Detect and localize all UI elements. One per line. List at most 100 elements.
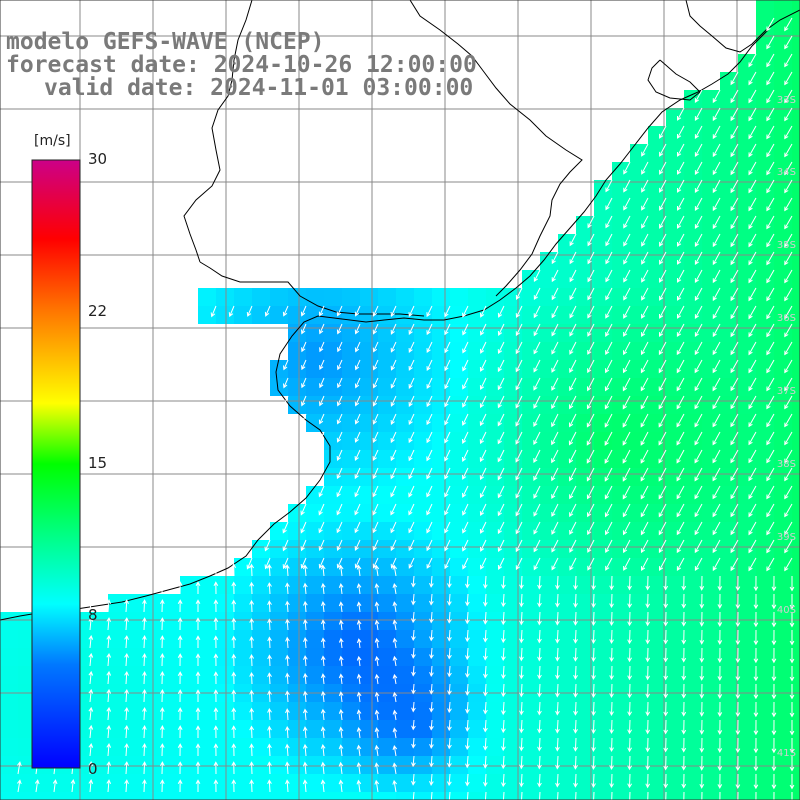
speed-cell bbox=[738, 774, 756, 792]
colorbar-tick: 22 bbox=[88, 302, 108, 320]
speed-cell bbox=[756, 414, 774, 432]
wind-arrow bbox=[88, 761, 94, 775]
speed-cell bbox=[738, 522, 756, 540]
speed-cell bbox=[414, 522, 432, 540]
wind-arrow bbox=[213, 671, 219, 685]
speed-cell bbox=[702, 252, 720, 270]
wind-arrow bbox=[784, 413, 793, 428]
speed-cell bbox=[198, 738, 216, 756]
wind-arrow bbox=[213, 599, 219, 613]
wind-arrow bbox=[177, 779, 183, 793]
speed-cell bbox=[342, 288, 360, 306]
wind-arrow bbox=[623, 233, 631, 247]
wind-arrow bbox=[766, 215, 775, 230]
speed-cell bbox=[486, 450, 504, 468]
speed-cell bbox=[324, 630, 342, 648]
speed-cell bbox=[252, 738, 270, 756]
wind-arrow bbox=[622, 413, 631, 428]
speed-cell bbox=[306, 720, 324, 738]
speed-cell bbox=[270, 612, 288, 630]
wind-arrow bbox=[390, 503, 397, 516]
wind-arrow bbox=[497, 377, 505, 391]
wind-arrow bbox=[681, 701, 687, 717]
speed-cell bbox=[342, 432, 360, 450]
speed-cell bbox=[288, 558, 306, 576]
speed-cell bbox=[324, 306, 342, 324]
wind-arrow bbox=[587, 557, 595, 571]
speed-cell bbox=[720, 666, 738, 684]
speed-cell bbox=[396, 702, 414, 720]
speed-cell bbox=[720, 630, 738, 648]
wind-arrow bbox=[587, 287, 595, 301]
speed-cell bbox=[378, 378, 396, 396]
wind-arrow bbox=[663, 683, 669, 699]
speed-cell bbox=[756, 450, 774, 468]
wind-arrow bbox=[249, 743, 254, 757]
speed-cell bbox=[702, 108, 720, 126]
wind-arrow bbox=[694, 269, 703, 284]
wind-arrow bbox=[771, 755, 777, 772]
wind-arrow bbox=[338, 744, 344, 757]
speed-cell bbox=[306, 378, 324, 396]
speed-cell bbox=[306, 630, 324, 648]
speed-cell bbox=[702, 594, 720, 612]
speed-cell bbox=[612, 540, 630, 558]
speed-cell bbox=[648, 792, 666, 800]
speed-cell bbox=[234, 612, 252, 630]
speed-cell bbox=[594, 702, 612, 720]
lat-label: 40S bbox=[776, 605, 796, 616]
wind-arrow bbox=[319, 359, 325, 371]
speed-cell bbox=[72, 774, 90, 792]
speed-cell bbox=[252, 630, 270, 648]
wind-arrow bbox=[605, 359, 613, 374]
speed-cell bbox=[432, 792, 450, 800]
wind-arrow bbox=[659, 125, 667, 139]
wind-arrow bbox=[444, 557, 451, 570]
speed-cell bbox=[306, 540, 324, 558]
speed-cell bbox=[612, 576, 630, 594]
speed-cell bbox=[270, 576, 288, 594]
wind-arrow bbox=[501, 683, 506, 698]
wind-arrow bbox=[663, 665, 669, 681]
wind-arrow bbox=[766, 449, 775, 464]
wind-arrow bbox=[444, 431, 451, 444]
wind-arrow bbox=[658, 467, 667, 482]
speed-cell bbox=[576, 432, 594, 450]
speed-cell bbox=[792, 306, 800, 324]
wind-arrow bbox=[676, 539, 685, 554]
wind-arrow bbox=[551, 521, 559, 535]
wind-arrow bbox=[390, 521, 397, 534]
wind-arrow bbox=[106, 634, 112, 649]
wind-arrow bbox=[730, 179, 739, 194]
speed-cell bbox=[630, 198, 648, 216]
wind-arrow bbox=[569, 287, 577, 301]
wind-arrow bbox=[753, 665, 759, 682]
wind-arrow bbox=[142, 635, 147, 649]
wind-arrow bbox=[303, 637, 308, 649]
wind-arrow bbox=[659, 287, 667, 301]
speed-cell bbox=[648, 378, 666, 396]
wind-arrow bbox=[604, 377, 613, 392]
wind-arrow bbox=[336, 557, 343, 569]
speed-cell bbox=[162, 612, 180, 630]
speed-cell bbox=[198, 594, 216, 612]
wind-arrow bbox=[551, 431, 559, 446]
wind-arrow bbox=[784, 251, 793, 266]
wind-arrow bbox=[627, 665, 633, 681]
wind-arrow bbox=[629, 791, 631, 800]
speed-cell bbox=[576, 306, 594, 324]
wind-arrow bbox=[479, 485, 487, 499]
wind-arrow bbox=[551, 467, 559, 482]
wind-arrow bbox=[748, 269, 757, 284]
speed-cell bbox=[774, 144, 792, 162]
speed-cell bbox=[648, 720, 666, 738]
speed-cell bbox=[720, 378, 738, 396]
wind-arrow bbox=[712, 359, 721, 374]
wind-arrow bbox=[784, 71, 793, 86]
speed-cell bbox=[126, 612, 144, 630]
wind-arrow bbox=[569, 269, 577, 283]
wind-arrow bbox=[231, 563, 237, 577]
speed-cell bbox=[54, 792, 72, 800]
lat-label: 37S bbox=[776, 386, 796, 397]
wind-arrow bbox=[392, 619, 398, 631]
